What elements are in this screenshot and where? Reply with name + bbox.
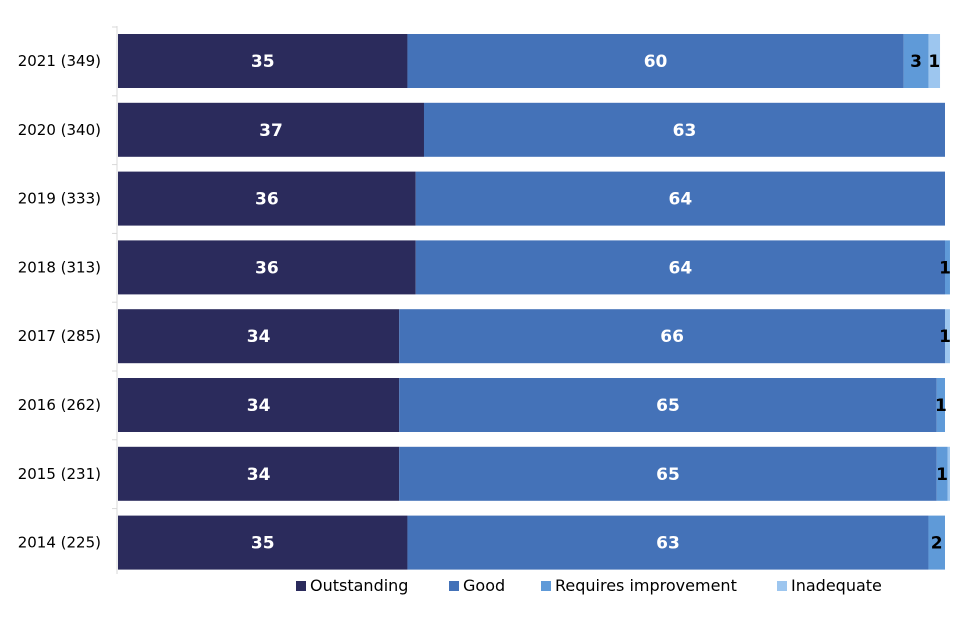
bar-segment-inadequate — [945, 309, 950, 364]
data-label: 1 — [939, 327, 951, 347]
data-label: 1 — [936, 465, 948, 485]
category-label: 2020 (340) — [18, 121, 101, 139]
legend-swatch — [777, 581, 787, 591]
bar-segment-outstanding — [118, 378, 400, 432]
bar-segment-outstanding — [118, 102, 424, 157]
legend-swatch — [541, 581, 551, 591]
data-label: 1 — [935, 396, 947, 416]
data-label: 36 — [255, 258, 279, 278]
bar-segment-good — [399, 378, 937, 432]
bar-segment-good — [415, 171, 946, 226]
bar-segment-requires-improvement — [928, 515, 945, 570]
data-label: 37 — [259, 121, 283, 141]
bar-segment-good — [415, 240, 946, 295]
legend-label: Outstanding — [310, 576, 408, 595]
bar-segment-outstanding — [118, 34, 408, 88]
data-label: 3 — [910, 52, 922, 72]
data-label: 63 — [656, 534, 680, 554]
legend-label: Good — [463, 576, 505, 595]
category-label: 2014 (225) — [18, 534, 101, 552]
data-label: 2 — [931, 534, 943, 554]
legend-label: Requires improvement — [555, 576, 737, 595]
data-label: 34 — [247, 465, 271, 485]
category-label: 2019 (333) — [18, 190, 101, 208]
bars-layer — [112, 26, 950, 570]
bar-segment-good — [407, 515, 929, 570]
data-label: 34 — [247, 327, 271, 347]
bar-segment-inadequate — [928, 34, 941, 88]
data-label: 64 — [669, 190, 693, 210]
data-label: 65 — [656, 465, 680, 485]
bar-segment-outstanding — [118, 240, 416, 295]
bar-segment-outstanding — [118, 515, 408, 570]
bar-segment-outstanding — [118, 309, 400, 364]
category-label: 2017 (285) — [18, 327, 101, 345]
legend: Outstanding Good Requires improvement Inade… — [296, 576, 882, 595]
bar-segment-good — [407, 34, 904, 88]
bar-segment-requires-improvement — [936, 446, 948, 501]
data-label: 34 — [247, 396, 271, 416]
data-label: 1 — [928, 52, 940, 72]
data-label: 1 — [939, 258, 951, 278]
category-label: 2016 (262) — [18, 396, 101, 414]
bar-segment-outstanding — [118, 446, 400, 501]
legend-label: Inadequate — [791, 576, 882, 595]
legend-swatch — [296, 581, 306, 591]
bar-segment-requires-improvement — [936, 378, 945, 432]
data-label: 60 — [644, 52, 668, 72]
bar-segment-good — [399, 309, 945, 364]
bar-segment-good — [423, 102, 945, 157]
bar-segment-good — [399, 446, 937, 501]
category-label: 2021 (349) — [18, 52, 101, 70]
bar-segment-requires-improvement — [945, 240, 950, 295]
category-label: 2018 (313) — [18, 258, 101, 276]
bar-segment-outstanding — [118, 171, 416, 226]
data-label: 35 — [251, 52, 275, 72]
bar-segment-inadequate — [947, 446, 950, 501]
data-label: 65 — [656, 396, 680, 416]
data-label: 64 — [669, 258, 693, 278]
data-label: 36 — [255, 190, 279, 210]
data-label: 35 — [251, 534, 275, 554]
data-label: 63 — [673, 121, 697, 141]
legend-swatch — [449, 581, 459, 591]
bar-segment-requires-improvement — [903, 34, 929, 88]
data-label: 66 — [660, 327, 684, 347]
category-label: 2015 (231) — [18, 465, 101, 483]
